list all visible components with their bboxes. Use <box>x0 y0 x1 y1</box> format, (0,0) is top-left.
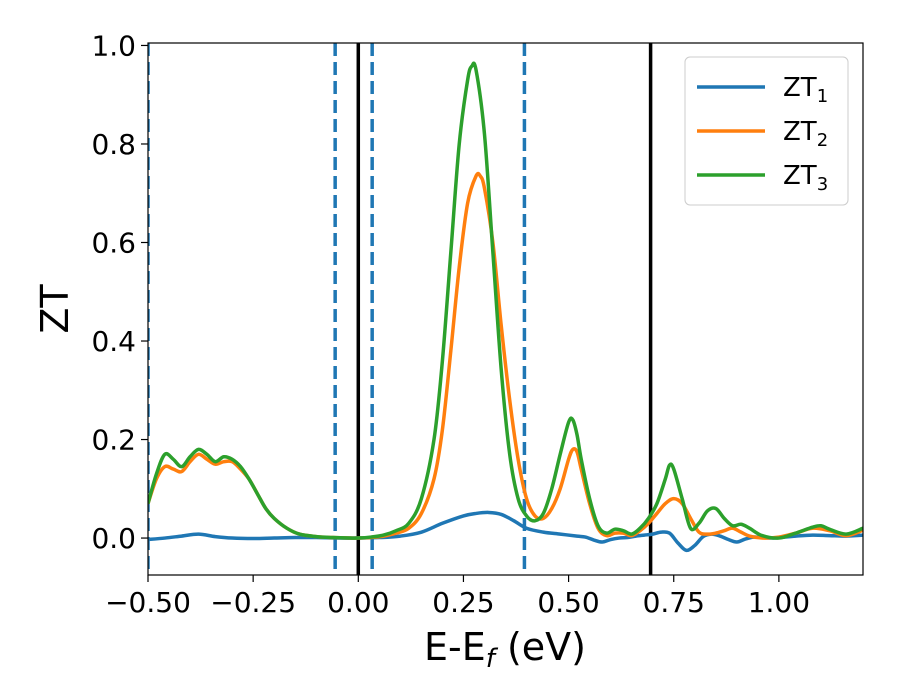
series-line-zt2 <box>148 171 863 540</box>
x-tick-label-2: 0.00 <box>327 586 389 619</box>
x-axis-label: E-Ef (eV) <box>424 625 586 674</box>
legend-label-zt1: ZT1 <box>783 73 828 107</box>
x-axis-label-main: E-E <box>424 625 486 669</box>
x-tick-label-1: −0.25 <box>210 586 296 619</box>
plot-frame <box>147 42 864 576</box>
y-tick-label-1: 0.2 <box>91 424 136 457</box>
x-tick-label-6: 1.00 <box>748 586 810 619</box>
legend-frame <box>684 56 849 206</box>
series-line-zt3 <box>148 61 863 540</box>
x-tick-label-0: −0.50 <box>105 586 191 619</box>
x-tick-label-4: 0.50 <box>537 586 599 619</box>
y-tick-label-3: 0.6 <box>91 227 136 260</box>
legend-items: ZT1 ZT2 ZT3 <box>697 73 828 195</box>
y-tick-label-2: 0.4 <box>91 325 136 358</box>
y-tick-label-5: 1.0 <box>91 29 136 62</box>
legend-label-zt2: ZT2 <box>783 117 828 151</box>
y-tick-label-0: 0.0 <box>91 522 136 555</box>
y-axis-ticks: 0.0 0.2 0.4 0.6 0.8 1.0 <box>91 29 148 555</box>
legend: ZT1 ZT2 ZT3 <box>684 56 849 206</box>
series-lines <box>148 61 863 553</box>
reference-lines <box>148 43 653 575</box>
x-axis-ticks: −0.50 −0.25 0.00 0.25 0.50 0.75 1.00 <box>105 575 810 619</box>
x-tick-label-3: 0.25 <box>432 586 494 619</box>
x-tick-label-5: 0.75 <box>643 586 705 619</box>
x-axis-label-rest: (eV) <box>495 625 586 669</box>
y-tick-label-4: 0.8 <box>91 128 136 161</box>
y-axis-label: ZT <box>33 284 77 334</box>
legend-label-zt3: ZT3 <box>783 161 828 195</box>
